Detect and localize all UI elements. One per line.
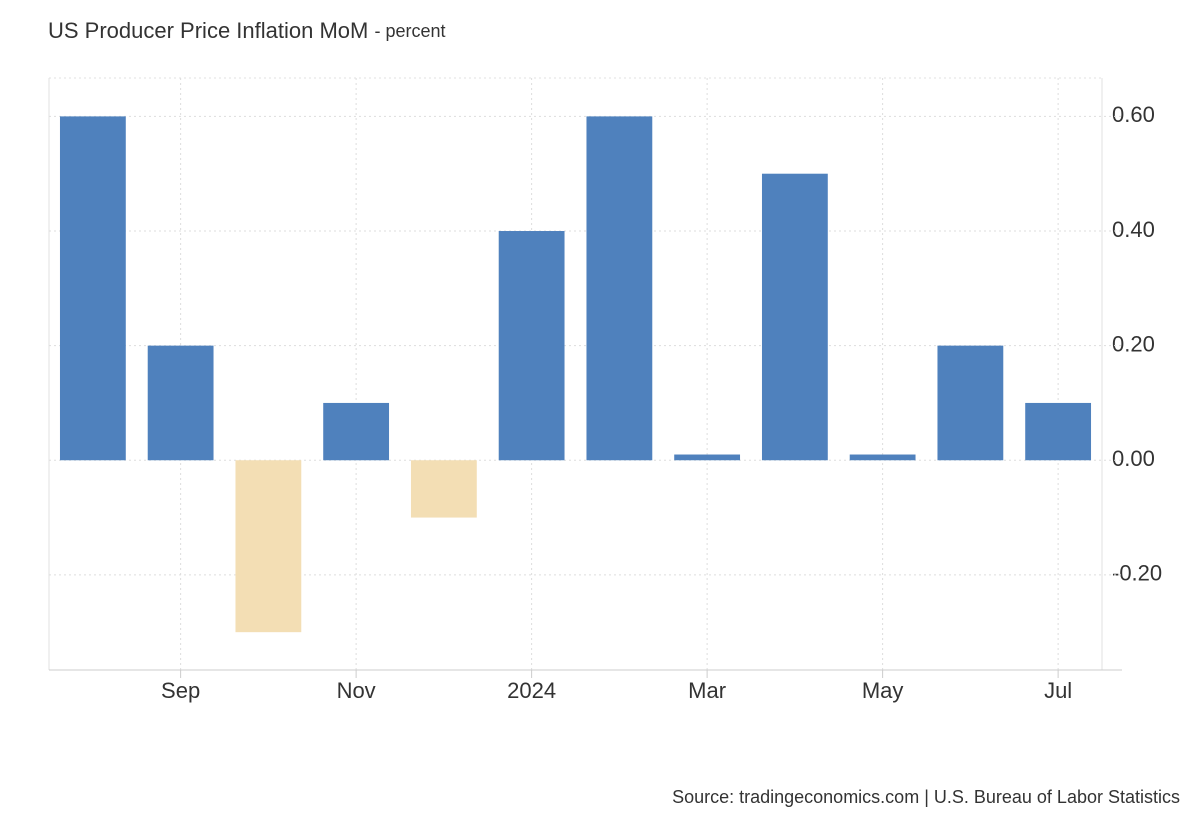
subtitle: - percent [374,21,445,41]
bar [235,460,302,633]
bar [147,345,214,461]
title: US Producer Price Inflation MoM [48,18,368,43]
bar [761,173,828,461]
bar [323,402,390,461]
bar [674,454,741,461]
y-tick-label: 0.60 [1112,102,1155,127]
x-tick-label: Sep [161,678,200,703]
x-tick-label: Nov [337,678,376,703]
y-tick-label: 0.20 [1112,331,1155,356]
x-tick-label: Mar [688,678,726,703]
bar [586,116,653,461]
bar [849,454,916,461]
y-tick-label: 0.00 [1112,446,1155,471]
bar [59,116,126,461]
x-tick-label: 2024 [507,678,556,703]
y-tick-label: -0.20 [1112,561,1162,586]
bar [937,345,1004,461]
bar [1025,402,1092,461]
x-tick-label: Jul [1044,678,1072,703]
x-tick-label: May [862,678,904,703]
bar [410,460,477,518]
chart-title: US Producer Price Inflation MoM - percen… [48,18,446,43]
y-tick-label: 0.40 [1112,217,1155,242]
bar [498,231,565,461]
source: Source: tradingeconomics.com | U.S. Bure… [672,787,1180,807]
